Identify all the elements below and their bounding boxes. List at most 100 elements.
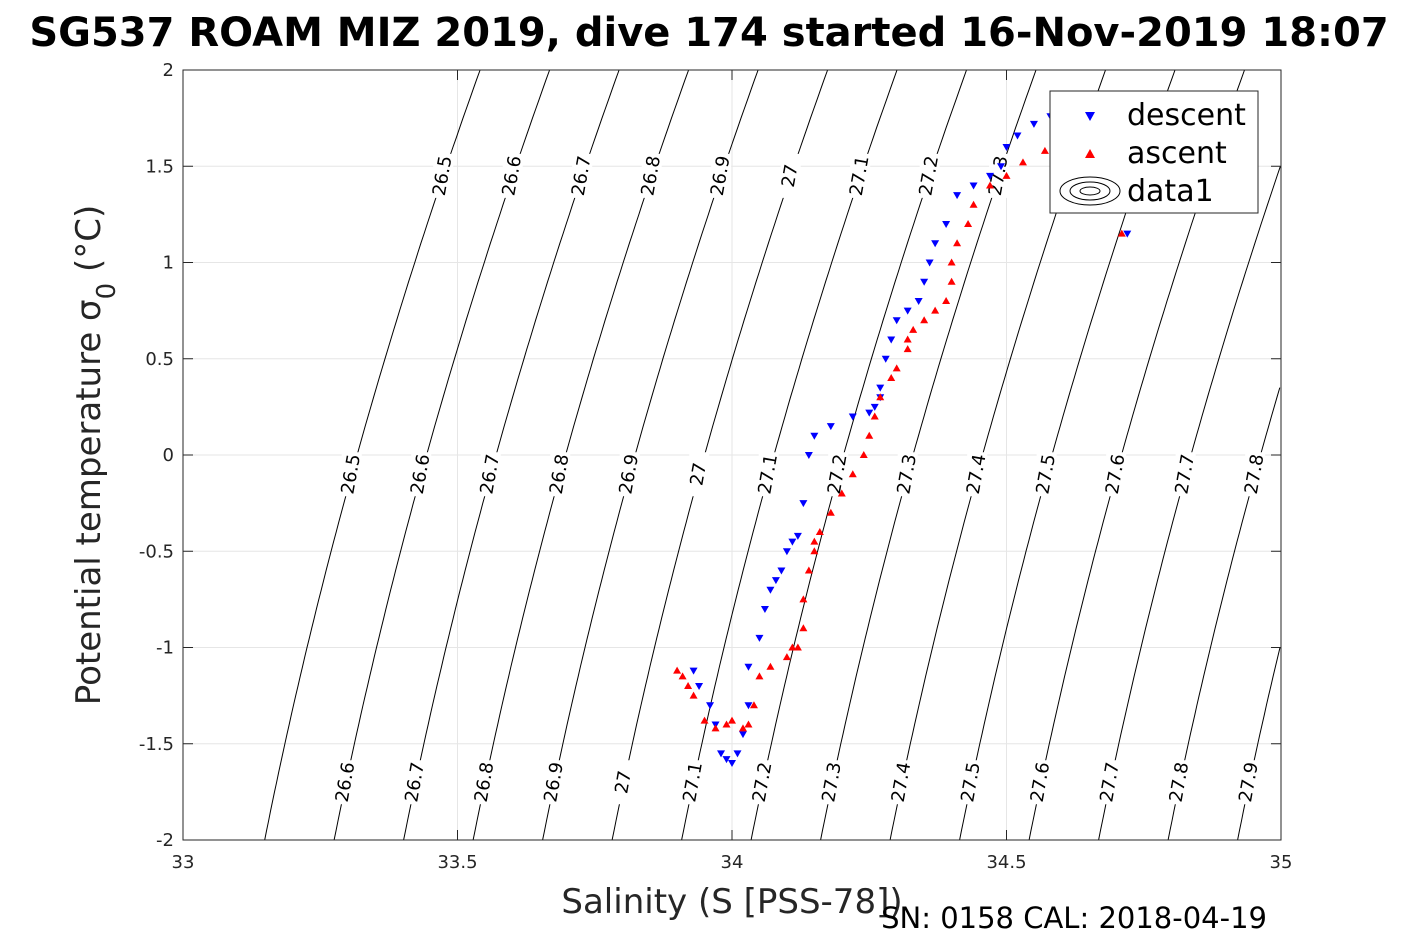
descent-point <box>826 423 835 431</box>
y-tick-label: 1.5 <box>145 156 174 177</box>
descent-point <box>744 702 753 710</box>
ascent-point <box>744 720 753 728</box>
ascent-point <box>1040 146 1049 154</box>
isopycnal-label-bg <box>828 452 849 497</box>
descent-point <box>810 432 819 440</box>
descent-point <box>920 278 929 286</box>
isopycnal-label: 27 <box>686 461 711 487</box>
ascent-point <box>673 666 682 674</box>
chart-title: SG537 ROAM MIZ 2019, dive 174 started 16… <box>29 10 1388 56</box>
y-tick-label: 1 <box>163 253 174 274</box>
isopycnal-label-bg <box>961 760 982 805</box>
descent-point <box>914 298 923 305</box>
ascent-point <box>865 431 874 439</box>
isopycnal-label: 27 <box>778 163 803 189</box>
legend-data1-contour-icon <box>1059 176 1121 206</box>
ascent-point <box>876 393 885 401</box>
descent-point <box>887 336 896 344</box>
descent-point <box>1013 132 1022 140</box>
ascent-point <box>947 277 956 285</box>
x-axis-ticks: 33 33.5 34 34.5 35 <box>172 70 1293 873</box>
descent-point <box>925 259 934 267</box>
x-tick-label: 34.5 <box>986 852 1026 873</box>
ascent-point <box>947 258 956 266</box>
descent-point <box>695 683 704 690</box>
isopycnal-label-bg <box>336 760 357 805</box>
ascent-point <box>766 662 775 670</box>
ascent-point <box>892 364 901 372</box>
descent-point <box>865 409 874 417</box>
descent-point <box>986 172 995 180</box>
isopycnal-label-bg <box>1031 760 1052 805</box>
isopycnal-label-bg <box>1100 760 1121 805</box>
descent-point <box>892 317 901 325</box>
isopycnal-label-bg <box>433 153 454 198</box>
y-axis-label: Potential temperature σ0 (°C) <box>69 205 122 705</box>
isopycnal-label-bg <box>411 452 432 497</box>
descent-point <box>799 500 808 508</box>
descent-point <box>804 452 813 459</box>
descent-point <box>931 240 940 248</box>
x-tick-label: 33.5 <box>437 852 477 873</box>
isopycnal-label-bg <box>1239 760 1260 805</box>
x-tick-label: 34 <box>721 852 744 873</box>
ascent-point <box>799 595 808 603</box>
ascent-point <box>1002 171 1011 179</box>
y-tick-label: -1 <box>156 638 174 659</box>
ascent-point <box>1117 229 1126 237</box>
descent-point <box>760 606 769 613</box>
descent-point <box>733 750 742 758</box>
isopycnal-label-bg <box>897 452 918 497</box>
ascent-point <box>903 345 912 353</box>
descent-point <box>766 586 775 594</box>
ascent-point <box>964 220 973 227</box>
descent-point <box>881 355 890 363</box>
x-axis-label: Salinity (S [PSS-78]) <box>561 882 902 922</box>
isopycnal-label-bg <box>641 153 662 198</box>
isopycnal-label-bg <box>1036 452 1057 497</box>
y-tick-label: 2 <box>163 60 174 81</box>
ascent-point <box>755 672 764 680</box>
ascent-point <box>870 412 879 420</box>
legend-ascent-label: ascent <box>1127 136 1227 171</box>
isopycnal-label-bg <box>572 153 593 198</box>
y-tick-label: -1.5 <box>139 734 174 755</box>
isopycnal-label-bg <box>480 452 501 497</box>
descent-point <box>717 750 726 758</box>
isopycnal-label-bg <box>892 760 913 805</box>
isopycnal-label-bg <box>683 760 704 805</box>
x-tick-label: 33 <box>172 852 195 873</box>
descent-point <box>1029 120 1038 128</box>
ascent-point <box>903 335 912 343</box>
y-tick-label: -2 <box>156 830 174 851</box>
isopycnal-label-bg <box>619 452 640 497</box>
descent-point <box>793 532 802 540</box>
x-tick-label: 35 <box>1270 852 1293 873</box>
legend: descent ascent data1 <box>1049 90 1259 214</box>
ascent-point <box>815 528 824 535</box>
descent-point <box>771 577 780 585</box>
descent-point <box>969 182 978 190</box>
descent-point <box>876 384 885 392</box>
descent-point <box>848 413 857 421</box>
isopycnal-label-bg <box>850 153 871 198</box>
y-axis-ticks: -2 -1.5 -1 -0.5 0 0.5 1 1.5 2 <box>139 60 1281 851</box>
ascent-point <box>788 643 797 651</box>
isopycnal-label-bg <box>1175 452 1196 497</box>
isopycnal-label-bg <box>341 452 362 497</box>
descent-point <box>1002 144 1011 151</box>
ascent-point <box>810 537 819 545</box>
ascent-point <box>678 672 687 680</box>
ascent-point <box>711 724 720 732</box>
descent-point <box>1123 230 1132 238</box>
ascent-point <box>804 566 813 574</box>
descent-point <box>903 307 912 315</box>
ascent-point <box>728 716 736 724</box>
descent-point <box>782 548 791 556</box>
isopycnal-label-bg <box>758 452 779 497</box>
isopycnal-label-bg <box>989 153 1010 198</box>
ascent-point <box>684 682 693 689</box>
isopycnal-label-bg <box>711 153 732 198</box>
ascent-point <box>909 325 918 333</box>
